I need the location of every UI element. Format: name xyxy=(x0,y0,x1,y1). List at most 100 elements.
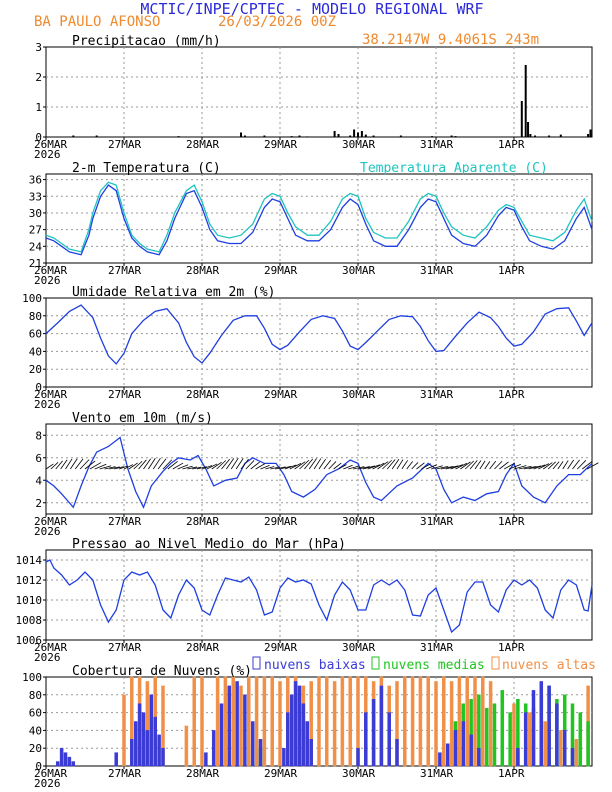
wind-arrow xyxy=(308,458,317,470)
clouds-bar xyxy=(442,676,446,767)
wind-arrow xyxy=(279,465,292,470)
wind-arrow xyxy=(289,463,302,470)
precip-bar xyxy=(524,65,527,137)
clouds-bar xyxy=(539,681,544,767)
clouds-bar xyxy=(63,752,68,767)
precip-bar xyxy=(290,136,293,137)
wind-arrow xyxy=(504,462,516,470)
clouds-bar xyxy=(379,685,384,767)
precip-bar xyxy=(364,134,367,137)
wind-arrow xyxy=(216,460,227,470)
legend-high-label: nuvens altas xyxy=(502,658,596,673)
clouds-bar xyxy=(523,712,528,767)
wind-title: Vento em 10m (m/s) xyxy=(72,411,213,426)
wind-arrow xyxy=(226,458,235,470)
wind-arrows xyxy=(45,457,599,470)
wind-arrow xyxy=(499,461,509,470)
wind-arrow xyxy=(382,459,392,470)
wind-arrow xyxy=(284,464,297,470)
clouds-bar xyxy=(184,725,189,767)
precip-bar xyxy=(337,134,340,137)
precip-bar xyxy=(298,135,301,137)
clouds-bar xyxy=(243,694,247,767)
wind-arrow xyxy=(528,465,542,470)
clouds-ytick-label: 60 xyxy=(29,707,42,720)
precip-ytick-label: 3 xyxy=(35,41,42,54)
clouds-bar xyxy=(130,739,134,767)
pressure-ytick-label: 1012 xyxy=(16,574,43,587)
clouds-year-label: 2026 xyxy=(34,777,61,790)
clouds-bar xyxy=(562,730,567,767)
wind-arrow xyxy=(406,461,413,470)
clouds-bar xyxy=(547,685,551,767)
precip-xtick-label: 1APR xyxy=(498,138,525,151)
wind-arrow xyxy=(474,460,482,470)
clouds-bar xyxy=(325,676,329,767)
clouds-bar xyxy=(555,703,559,767)
temperature-ytick-label: 27 xyxy=(29,224,42,237)
precip-bar xyxy=(372,135,375,137)
clouds-bar xyxy=(527,712,532,767)
wind-arrow xyxy=(450,464,463,470)
clouds-bar xyxy=(371,699,376,767)
clouds-bar xyxy=(364,712,368,767)
wind-arrow xyxy=(431,465,443,470)
legend-mid-swatch xyxy=(371,656,380,670)
clouds-bar xyxy=(387,712,391,767)
pressure-frame xyxy=(45,549,593,641)
wind-arrow xyxy=(426,464,438,470)
clouds-xtick-label: 28MAR xyxy=(186,767,219,780)
wind-arrow xyxy=(338,464,347,470)
temperature-xtick-label: 31MAR xyxy=(420,264,453,277)
wind-arrow xyxy=(533,464,546,470)
wind-arrow xyxy=(494,460,503,470)
clouds-xtick-label: 29MAR xyxy=(264,767,297,780)
wind-arrow xyxy=(260,464,270,470)
wind-arrow xyxy=(547,461,556,470)
precip-bar xyxy=(263,135,266,137)
clouds-bar xyxy=(231,676,235,767)
clouds-ytick-label: 20 xyxy=(29,742,42,755)
wind-arrow xyxy=(464,460,475,470)
clouds-bar xyxy=(348,676,352,767)
wind-arrow xyxy=(265,466,275,470)
legend-low-label: nuvens baixas xyxy=(264,658,366,673)
coords-label: 38.2147W 9.4061S 243m xyxy=(362,32,539,48)
clouds-bar xyxy=(340,676,345,767)
clouds-series-2 xyxy=(55,681,575,767)
wind-arrow xyxy=(391,459,400,470)
clouds-bar xyxy=(71,761,76,767)
temperature-series-line-0 xyxy=(45,184,593,256)
clouds-bar xyxy=(559,730,563,767)
precip-bar xyxy=(333,131,336,137)
wind-arrow xyxy=(162,459,173,470)
precip-xtick-label: 31MAR xyxy=(420,138,453,151)
wind-arrow xyxy=(133,460,143,470)
wind-arrow xyxy=(152,457,161,470)
clouds-bar xyxy=(508,712,512,767)
clouds-bar xyxy=(223,676,228,767)
clouds-ytick-label: 100 xyxy=(22,671,42,684)
wind-arrow xyxy=(484,461,491,470)
wind-arrow xyxy=(172,462,184,470)
wind-arrow xyxy=(357,466,370,470)
wind-xtick-label: 28MAR xyxy=(186,515,219,528)
wind-xtick-label: 31MAR xyxy=(420,515,453,528)
clouds-bar xyxy=(133,721,138,767)
pressure-xtick-label: 1APR xyxy=(498,641,525,654)
humidity-xtick-label: 26MAR xyxy=(34,388,67,401)
clouds-bar xyxy=(574,739,579,767)
clouds-bar xyxy=(438,752,442,767)
wind-arrow xyxy=(55,460,63,470)
precip-xtick-label: 29MAR xyxy=(264,138,297,151)
clouds-bar xyxy=(204,752,208,767)
pressure-title: Pressao ao Nivel Medio do Mar (hPa) xyxy=(72,537,346,552)
clouds-bar xyxy=(153,716,157,767)
wind-xtick-label: 29MAR xyxy=(264,515,297,528)
clouds-bar xyxy=(161,747,165,767)
wind-arrow xyxy=(562,460,569,470)
